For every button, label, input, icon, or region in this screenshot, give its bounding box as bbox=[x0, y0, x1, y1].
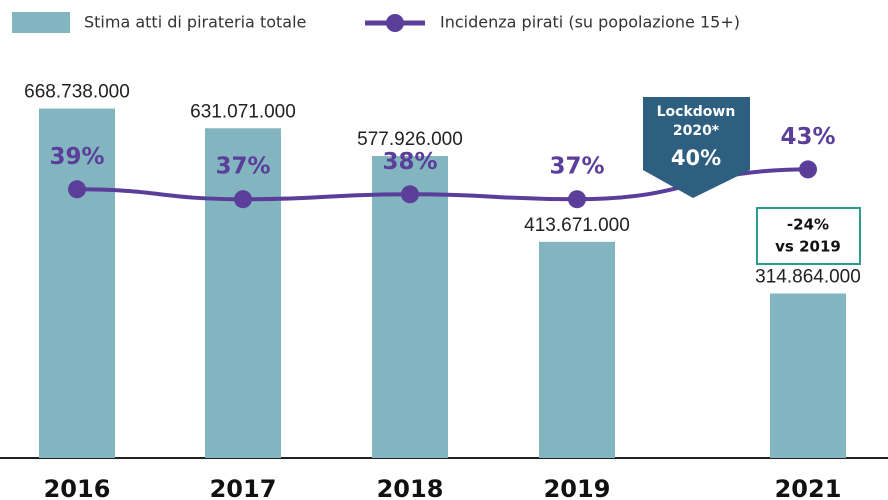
bar bbox=[372, 156, 448, 458]
line-value-label: 39% bbox=[49, 144, 104, 170]
bar-value-label: 413.671.000 bbox=[524, 215, 630, 236]
x-tick-label: 2019 bbox=[544, 475, 611, 500]
x-tick-label: 2016 bbox=[44, 475, 111, 500]
line-value-label: 43% bbox=[780, 124, 835, 150]
line-marker bbox=[799, 160, 817, 179]
line-value-label: 37% bbox=[215, 154, 270, 180]
annotation-box bbox=[756, 207, 861, 265]
bar bbox=[39, 108, 115, 458]
annotation-text: -24% bbox=[787, 216, 829, 234]
legend-label: Incidenza pirati (su popolazione 15+) bbox=[440, 13, 740, 32]
legend-swatch-bar bbox=[12, 12, 70, 33]
bar bbox=[539, 241, 615, 458]
line-value-label: 38% bbox=[382, 149, 437, 175]
line-marker bbox=[401, 185, 419, 204]
bar-value-label: 631.071.000 bbox=[190, 101, 296, 122]
x-tick-label: 2017 bbox=[210, 475, 277, 500]
bar-value-label: 314.864.000 bbox=[755, 266, 861, 287]
legend-label: Stima atti di pirateria totale bbox=[84, 13, 306, 32]
line-value-label: 37% bbox=[549, 154, 604, 180]
bar bbox=[205, 128, 281, 459]
annotation-callout bbox=[643, 97, 750, 198]
x-tick-label: 2018 bbox=[377, 475, 444, 500]
annotation-text: Lockdown bbox=[657, 104, 736, 120]
x-tick-label: 2021 bbox=[775, 475, 842, 500]
line-marker bbox=[234, 190, 252, 209]
bar-value-label: 668.738.000 bbox=[24, 82, 130, 103]
line-marker bbox=[568, 190, 586, 209]
line-marker bbox=[68, 180, 86, 199]
annotation-text: vs 2019 bbox=[775, 238, 841, 256]
bar bbox=[770, 293, 846, 458]
annotation-text: 2020* bbox=[673, 123, 720, 139]
legend-swatch-marker bbox=[386, 14, 404, 32]
bar-value-label: 577.926.000 bbox=[357, 129, 463, 150]
annotation-value: 40% bbox=[671, 146, 721, 170]
